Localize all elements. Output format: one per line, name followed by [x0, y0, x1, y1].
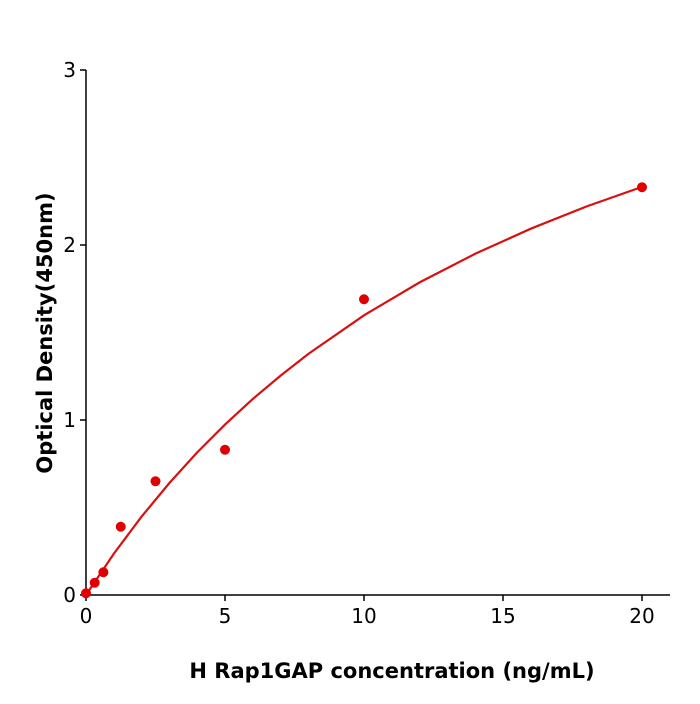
data-point: [220, 444, 230, 455]
fit-curve: [85, 185, 643, 596]
data-point: [637, 182, 647, 193]
y-tick-label: 0: [63, 583, 76, 607]
data-point: [150, 476, 161, 487]
y-tick-label: 1: [63, 408, 76, 432]
x-tick-label: 0: [80, 604, 93, 628]
y-axis-label: Optical Density(450nm): [33, 192, 57, 473]
plot-marks: [81, 182, 647, 599]
y-tick-label: 3: [63, 58, 76, 82]
x-tick-label: 5: [219, 604, 232, 628]
data-point: [81, 588, 91, 599]
data-point: [98, 567, 109, 578]
axes: 0 5 10 15 20 0 1 2 3: [63, 58, 670, 628]
x-tick-label: 10: [351, 604, 376, 628]
data-point: [115, 521, 126, 532]
data-point: [89, 577, 100, 588]
x-tick-label: 20: [629, 604, 654, 628]
data-point: [359, 294, 369, 305]
y-tick-label: 2: [63, 233, 76, 257]
x-tick-label: 15: [490, 604, 515, 628]
x-axis-label: H Rap1GAP concentration (ng/mL): [189, 659, 594, 683]
